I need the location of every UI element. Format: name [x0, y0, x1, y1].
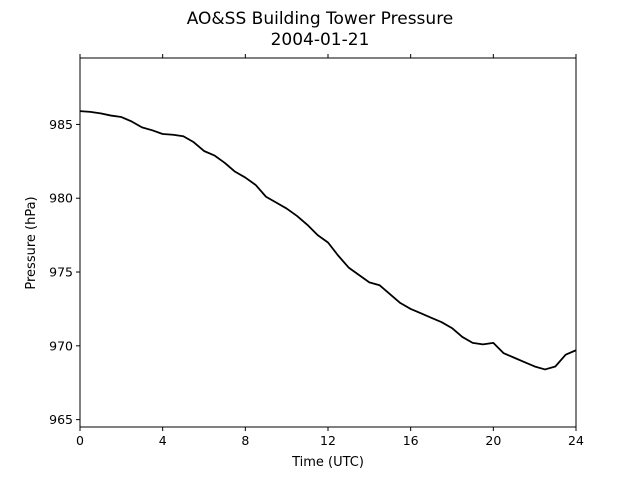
x-tick-label: 24 [568, 433, 584, 448]
x-tick-label: 4 [159, 433, 167, 448]
plot-area: 0 4 8 12 16 20 24 965 970 975 980 985 [49, 54, 584, 448]
x-tick-label: 0 [76, 433, 84, 448]
y-tick-label: 965 [49, 412, 73, 427]
x-tick-label: 8 [241, 433, 249, 448]
y-tick-label: 985 [49, 117, 73, 132]
chart-title: AO&SS Building Tower Pressure [187, 9, 454, 29]
x-tick-label: 20 [485, 433, 501, 448]
chart-subtitle: 2004-01-21 [271, 30, 370, 50]
pressure-line [79, 110, 577, 371]
x-axis-label: Time (UTC) [291, 455, 364, 470]
y-tick-label: 970 [49, 338, 73, 353]
y-tick-label: 975 [49, 265, 73, 280]
x-tick-label: 16 [403, 433, 419, 448]
x-tick-label: 12 [320, 433, 336, 448]
y-tick-label: 980 [49, 191, 73, 206]
y-axis-label: Pressure (hPa) [24, 196, 39, 289]
